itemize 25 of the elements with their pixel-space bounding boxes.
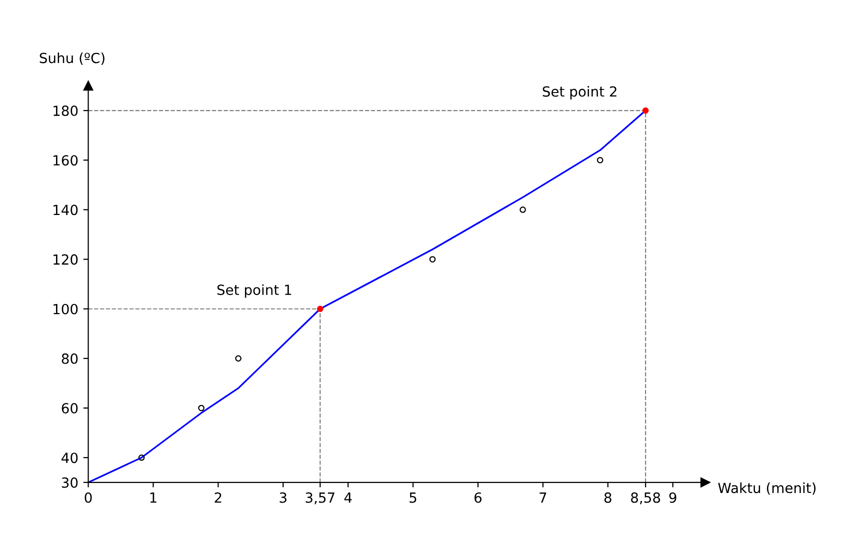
annotation: Set point 1 [217,284,292,298]
x-tick-label: 9 [669,492,676,503]
y-tick-label: 120 [54,254,78,265]
x-tick-label: 6 [474,492,482,503]
x-tick-label: 3 [280,492,286,503]
x-tick-label: 3,57 [306,492,334,504]
y-tick-label: 100 [54,304,78,314]
y-tick-label: 160 [54,155,78,166]
x-tick-label: 2 [214,492,222,503]
x-tick-label: 1 [150,492,156,503]
y-tick-label: 30 [62,477,78,488]
y-tick-label: 40 [62,452,78,464]
y-tick-label: 80 [62,353,78,364]
annotation: Set point 2 [542,86,616,100]
y-tick-label: 60 [62,403,78,414]
y-tick-label: 140 [54,204,78,216]
x-tick-label: 5 [410,492,416,503]
y-axis-title: Suhu (ºC) [40,52,104,65]
x-axis-title: Waktu (menit) [718,482,816,495]
x-tick-label: 4 [344,492,352,503]
x-tick-label: 0 [84,492,92,503]
y-tick-label: 180 [54,106,78,116]
x-tick-label: 7 [540,492,546,503]
x-tick-label: 8,58 [631,492,660,504]
x-tick-label: 8 [604,492,612,503]
